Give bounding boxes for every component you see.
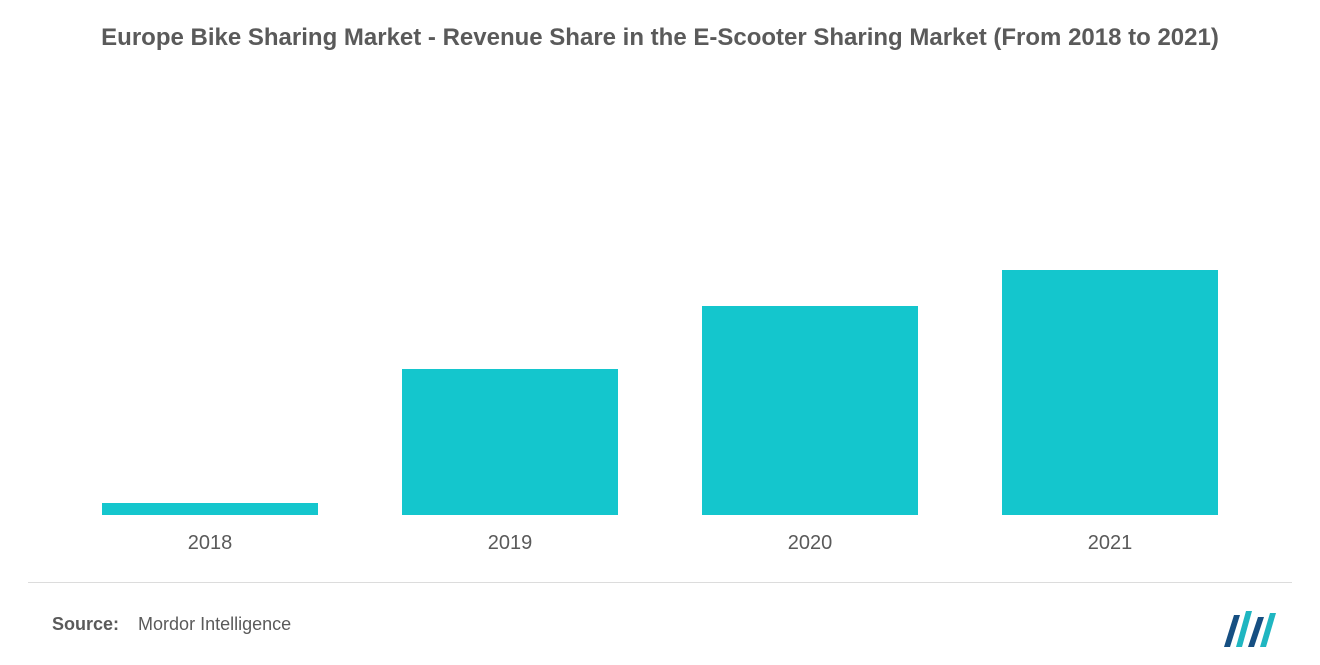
- x-label-2: 2020: [660, 532, 960, 555]
- bar-slot-3: [960, 120, 1260, 515]
- bar-2019: [402, 369, 618, 515]
- bar-slot-0: [60, 120, 360, 515]
- chart-title: Europe Bike Sharing Market - Revenue Sha…: [0, 22, 1320, 54]
- x-label-3: 2021: [960, 532, 1260, 555]
- x-label-0: 2018: [60, 532, 360, 555]
- chart-baseline: [60, 514, 1260, 515]
- chart-plot-area: [60, 120, 1260, 515]
- bar-group: [60, 120, 1260, 515]
- footer-divider: [28, 582, 1292, 583]
- source-label: Source:: [52, 614, 119, 634]
- bar-slot-1: [360, 120, 660, 515]
- bar-2021: [1002, 270, 1218, 515]
- brand-logo-icon: [1224, 611, 1280, 647]
- bar-2020: [702, 306, 918, 515]
- source-line: Source: Mordor Intelligence: [52, 614, 291, 635]
- x-label-1: 2019: [360, 532, 660, 555]
- x-axis-labels: 2018 2019 2020 2021: [60, 532, 1260, 555]
- bar-slot-2: [660, 120, 960, 515]
- source-text: Mordor Intelligence: [138, 614, 291, 634]
